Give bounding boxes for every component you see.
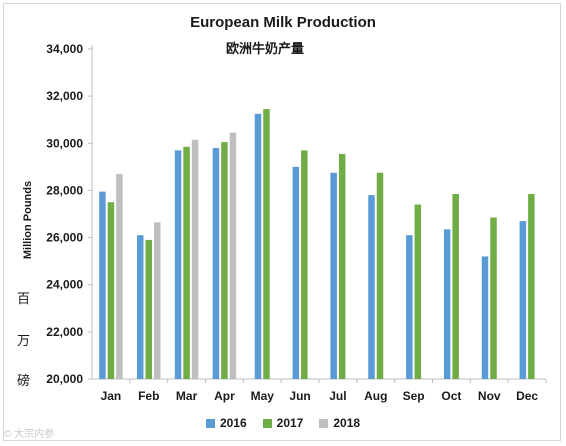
- y-tick-label: 26,000: [46, 231, 83, 245]
- bar-oct-2017: [452, 193, 459, 379]
- watermark: © 大宗内参: [4, 429, 55, 440]
- x-tick-label-dec: Dec: [516, 389, 538, 403]
- bar-jan-2018: [116, 173, 123, 379]
- bar-jun-2017: [301, 150, 308, 379]
- x-tick-label-jan: Jan: [101, 389, 122, 403]
- chart-frame: [3, 3, 561, 441]
- legend-label-2016: 2016: [219, 416, 247, 430]
- x-tick-label-jun: Jun: [289, 389, 310, 403]
- bar-jan-2016: [99, 191, 106, 379]
- y-axis-label-cn-3: 磅: [17, 373, 31, 388]
- legend-item-2018: 2018: [319, 416, 360, 430]
- bar-jun-2016: [292, 166, 300, 379]
- bar-sep-2016: [406, 235, 413, 379]
- y-axis-label-cn-2: 万: [17, 333, 31, 348]
- legend-item-2017: 2017: [262, 416, 304, 430]
- legend-label-2018: 2018: [333, 416, 361, 430]
- legend-swatch-2018: [319, 418, 329, 428]
- bar-may-2017: [263, 109, 270, 379]
- y-tick-label: 28,000: [46, 183, 83, 197]
- y-tick-label: 34,000: [46, 42, 83, 56]
- bar-may-2016: [254, 113, 262, 380]
- bar-mar-2016: [174, 150, 182, 379]
- x-tick-label-may: May: [251, 389, 275, 403]
- y-axis-label-cn-1: 百: [17, 291, 31, 306]
- bar-dec-2016: [519, 221, 527, 379]
- bar-jan-2017: [107, 202, 115, 379]
- bar-apr-2017: [221, 142, 228, 379]
- y-tick-label: 22,000: [46, 325, 83, 339]
- x-tick-label-sep: Sep: [403, 389, 425, 403]
- y-tick-label: 24,000: [46, 278, 83, 292]
- bar-jul-2017: [338, 153, 346, 379]
- x-tick-label-mar: Mar: [176, 389, 198, 403]
- x-tick-label-jul: Jul: [329, 389, 346, 403]
- x-tick-label-feb: Feb: [138, 389, 159, 403]
- y-tick-label: 20,000: [46, 372, 83, 386]
- bar-aug-2017: [376, 172, 384, 379]
- bar-nov-2017: [490, 217, 497, 379]
- legend-swatch-2016: [205, 418, 215, 428]
- bar-feb-2017: [145, 239, 152, 379]
- bar-mar-2017: [183, 146, 190, 379]
- bar-oct-2016: [443, 229, 451, 379]
- legend-item-2016: 2016: [205, 416, 247, 430]
- bar-aug-2016: [368, 195, 375, 379]
- bar-feb-2018: [154, 222, 161, 379]
- y-tick-label: 32,000: [46, 89, 83, 103]
- bar-apr-2018: [229, 132, 237, 379]
- chart-title: European Milk Production: [190, 14, 376, 31]
- bar-sep-2017: [414, 204, 422, 379]
- x-tick-label-apr: Apr: [214, 389, 235, 403]
- bar-dec-2017: [528, 193, 535, 379]
- x-tick-label-oct: Oct: [441, 389, 461, 403]
- legend-label-2017: 2017: [276, 416, 304, 430]
- chart-subtitle: 欧洲牛奶产量: [225, 41, 304, 56]
- bar-nov-2016: [481, 256, 489, 379]
- bar-jul-2016: [330, 172, 337, 379]
- legend-swatch-2017: [262, 418, 272, 428]
- bar-mar-2018: [191, 139, 199, 379]
- x-tick-label-nov: Nov: [478, 389, 501, 403]
- bar-feb-2016: [137, 235, 144, 379]
- bar-apr-2016: [212, 148, 220, 379]
- y-tick-label: 30,000: [46, 136, 83, 150]
- legend: 2016 2017 2018: [0, 416, 566, 430]
- x-tick-label-aug: Aug: [364, 389, 387, 403]
